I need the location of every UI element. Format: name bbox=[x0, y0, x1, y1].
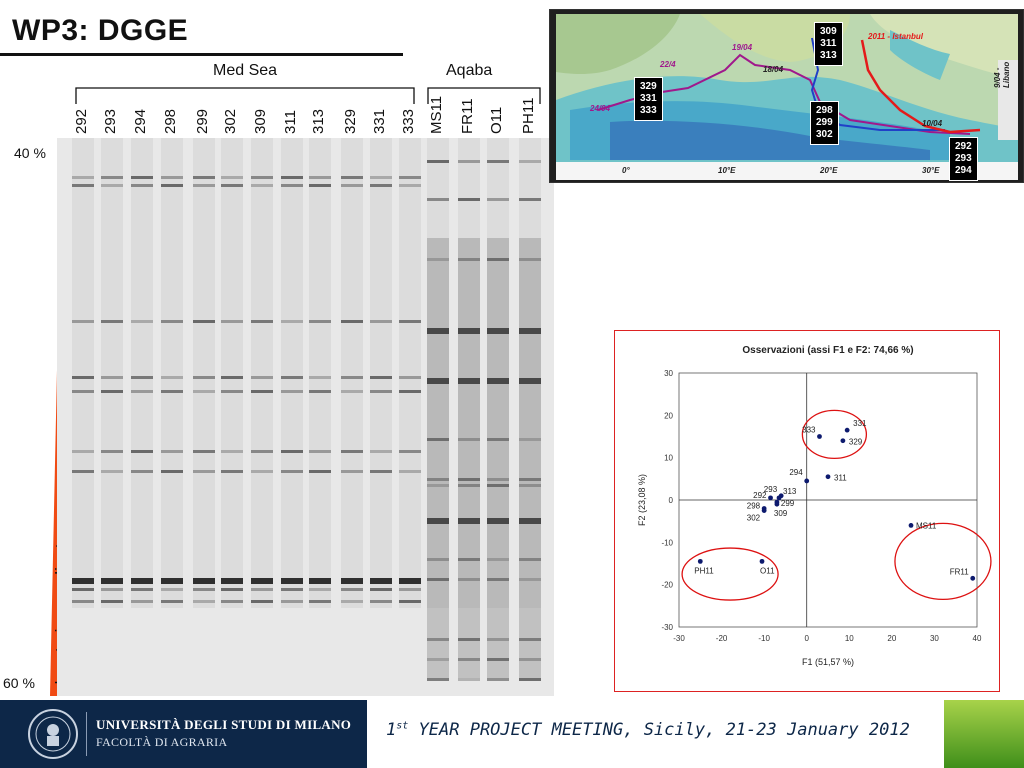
point-label: O11 bbox=[760, 566, 775, 575]
map-route-label: 22/4 bbox=[660, 60, 676, 69]
footer-accent-block bbox=[944, 700, 1024, 768]
point-311 bbox=[825, 474, 831, 480]
lane-label: 299 bbox=[194, 108, 211, 134]
x-axis-label: F1 (51,57 %) bbox=[802, 657, 854, 667]
meeting-caption: 1st YEAR PROJECT MEETING, Sicily, 21-23 … bbox=[386, 720, 910, 740]
cluster-ring bbox=[681, 547, 779, 601]
map-route-label: 10/04 bbox=[922, 119, 943, 128]
lane-label: 311 bbox=[282, 110, 299, 134]
cluster-ring bbox=[894, 522, 992, 601]
point-O11 bbox=[759, 558, 765, 564]
map-longitude-label: 30°E bbox=[922, 166, 940, 175]
map-longitude-label: 0° bbox=[622, 166, 630, 175]
lane-label: FR11 bbox=[459, 98, 476, 134]
map-longitude-label: 10°E bbox=[718, 166, 736, 175]
point-label: 293 bbox=[764, 485, 778, 494]
map-sample-box: 329 331 333 bbox=[634, 77, 663, 121]
y-tick-label: 10 bbox=[664, 454, 673, 463]
x-tick-label: 0 bbox=[804, 634, 809, 643]
dgge-gel-image bbox=[57, 138, 554, 696]
pca-title: Osservazioni (assi F1 e F2: 74,66 %) bbox=[742, 345, 913, 356]
lane-label: MS11 bbox=[428, 95, 445, 134]
x-tick-label: -10 bbox=[758, 634, 770, 643]
lane-label: PH11 bbox=[520, 97, 537, 134]
point-333 bbox=[817, 434, 822, 439]
y-tick-label: -30 bbox=[661, 623, 673, 632]
point-label: 333 bbox=[802, 426, 816, 435]
point-label: PH11 bbox=[694, 566, 714, 575]
lane-label: 309 bbox=[252, 108, 269, 134]
x-tick-label: 40 bbox=[973, 634, 982, 643]
cluster-ring bbox=[801, 409, 868, 460]
lane-label: 331 bbox=[371, 108, 388, 134]
map-route-label: 2011 - Istanbul bbox=[868, 32, 923, 41]
x-tick-label: 30 bbox=[930, 634, 939, 643]
point-329 bbox=[840, 438, 846, 444]
map-route-label: 18/04 bbox=[763, 65, 784, 74]
point-MS11 bbox=[908, 523, 914, 528]
point-label: 313 bbox=[783, 487, 797, 496]
lane-label: 333 bbox=[400, 108, 417, 134]
point-label: 329 bbox=[849, 438, 863, 447]
point-309 bbox=[774, 501, 780, 507]
x-tick-label: 10 bbox=[845, 634, 854, 643]
group-label-aqaba: Aqaba bbox=[446, 62, 493, 79]
lane-label: 294 bbox=[132, 108, 149, 134]
pca-scatter-chart: Osservazioni (assi F1 e F2: 74,66 %)-30-… bbox=[637, 345, 992, 667]
map-sample-box: 292 293 294 bbox=[949, 137, 978, 181]
map-longitude-label: 20°E bbox=[820, 166, 838, 175]
y-tick-label: 0 bbox=[669, 496, 674, 505]
lane-label: O11 bbox=[488, 106, 505, 134]
point-294 bbox=[804, 478, 810, 484]
university-seal-icon bbox=[28, 709, 78, 759]
lane-label: 293 bbox=[102, 108, 119, 134]
point-label: FR11 bbox=[950, 567, 970, 576]
lane-label: 292 bbox=[73, 108, 90, 134]
point-label: 309 bbox=[774, 509, 788, 518]
y-axis-label: F2 (23,08 %) bbox=[637, 474, 647, 526]
point-label: 331 bbox=[853, 419, 867, 428]
lane-group-brackets bbox=[75, 87, 541, 104]
gradient-bottom-percent: 60 % bbox=[3, 675, 35, 691]
university-name: UNIVERSITÀ DEGLI STUDI DI MILANO bbox=[96, 717, 352, 732]
lane-label: 313 bbox=[310, 108, 327, 134]
point-292 bbox=[768, 495, 773, 501]
mediterranean-route-map: 2011 - Istanbul 9/04 - Libano 10/04 18/0… bbox=[549, 9, 1024, 183]
title-underline bbox=[0, 53, 403, 56]
slide-title: WP3: DGGE bbox=[12, 14, 189, 47]
map-route-label: 24/04 bbox=[590, 104, 611, 113]
x-tick-label: -20 bbox=[716, 634, 728, 643]
point-label: 299 bbox=[781, 499, 795, 508]
lane-label: 302 bbox=[222, 108, 239, 134]
map-sample-box: 298 299 302 bbox=[810, 101, 839, 145]
x-tick-label: -30 bbox=[673, 634, 685, 643]
y-tick-label: 20 bbox=[664, 411, 673, 420]
y-tick-label: -10 bbox=[661, 538, 673, 547]
point-label: 298 bbox=[747, 501, 761, 510]
point-label: MS11 bbox=[916, 521, 937, 530]
faculty-name: FACOLTÀ DI AGRARIA bbox=[96, 735, 228, 749]
x-tick-label: 20 bbox=[887, 634, 896, 643]
footer-divider bbox=[86, 712, 87, 756]
map-route-label: 9/04 - Libano bbox=[993, 61, 1011, 88]
point-FR11 bbox=[970, 575, 976, 581]
point-label: 302 bbox=[747, 514, 761, 523]
point-331 bbox=[844, 427, 850, 433]
lane-label: 329 bbox=[342, 108, 359, 134]
y-tick-label: 30 bbox=[664, 369, 673, 378]
point-PH11 bbox=[697, 558, 703, 564]
map-route-label: 19/04 bbox=[732, 43, 753, 52]
point-313 bbox=[776, 495, 782, 501]
point-label: 311 bbox=[834, 474, 847, 483]
map-graphic bbox=[550, 10, 1023, 182]
map-sample-box: 309 311 313 bbox=[814, 22, 843, 66]
group-label-med-sea: Med Sea bbox=[213, 62, 278, 79]
point-label: 292 bbox=[753, 491, 767, 500]
pca-chart-frame: Osservazioni (assi F1 e F2: 74,66 %) -30-… bbox=[614, 330, 1000, 692]
y-tick-label: -20 bbox=[661, 581, 673, 590]
gradient-top-percent: 40 % bbox=[14, 145, 46, 161]
point-302 bbox=[761, 508, 767, 513]
lane-label: 298 bbox=[162, 108, 179, 134]
point-label: 294 bbox=[789, 468, 803, 477]
